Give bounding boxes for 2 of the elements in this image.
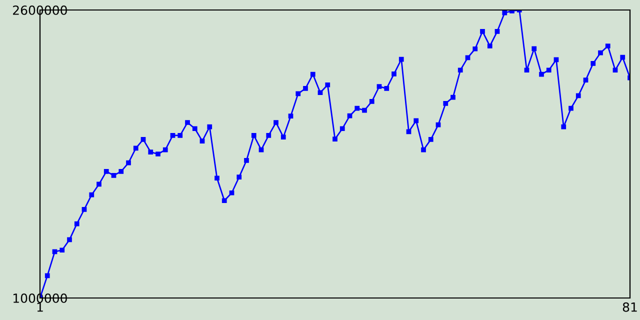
x-tick-label: 1 bbox=[37, 302, 43, 312]
x-tick-label: 81 bbox=[622, 302, 637, 312]
